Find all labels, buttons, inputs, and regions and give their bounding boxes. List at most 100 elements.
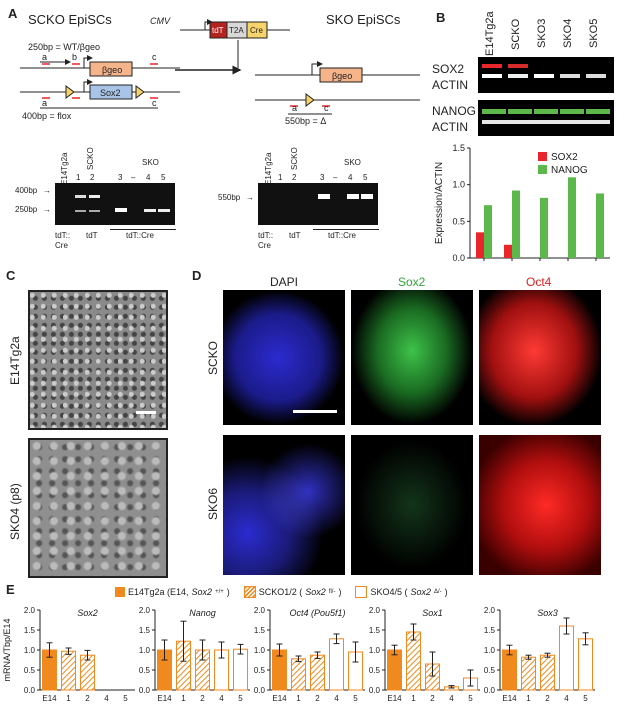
actin-band [586, 74, 606, 78]
row-scko: SCKO [206, 340, 220, 375]
delta-size-label: 550bp = Δ [285, 116, 327, 126]
y-tick-label: 0.0 [484, 686, 496, 695]
gel2-num-2: 2 [292, 173, 297, 182]
actin-band [560, 74, 580, 78]
y-tick-label: 2.0 [484, 606, 496, 615]
y-tick-label: 1.0 [24, 646, 36, 655]
actin-band [534, 74, 554, 78]
legend-scko-geno: fl/- [328, 589, 336, 595]
primer-b-label: b [72, 52, 78, 62]
sko4-phase-contrast-image [28, 438, 168, 578]
y-tick-label: 2.0 [254, 606, 266, 615]
micrograph-label-e14: E14Tg2a [8, 336, 22, 385]
chart-title: Sox3 [537, 608, 558, 618]
tdt-label: tdT [212, 26, 224, 35]
bar-nanog [512, 190, 520, 258]
gel1-size-400: 400bp [15, 186, 38, 195]
bgeo-promoter-arrow [83, 55, 93, 68]
y-tick-label: 0.5 [452, 216, 465, 226]
nanog-band [534, 109, 558, 114]
gel-1 [55, 183, 175, 225]
x-tick-label: 4 [219, 694, 224, 703]
gel2-sko-bracket [313, 229, 379, 230]
blot-lane-e14: E14Tg2a [484, 11, 496, 56]
sko6-dapi-image [223, 435, 345, 575]
primer-a-label: a [42, 52, 48, 62]
y-tick-label: 0.0 [369, 686, 381, 695]
y-axis-label: Expression/ACTIN [434, 162, 445, 244]
x-tick-label: 5 [583, 694, 588, 703]
bar [329, 638, 344, 691]
bar [578, 638, 593, 691]
scko-title: SCKO EpiSCs [28, 12, 112, 27]
bgeo-right-promoter-arrow [311, 61, 323, 75]
y-tick-label: 1.5 [24, 626, 36, 635]
gel2-lane-sko: SKO [344, 158, 361, 167]
gel1-cre-label-2: Cre [55, 241, 68, 250]
x-tick-label: 2 [85, 694, 90, 703]
panel-d-label: D [192, 268, 202, 283]
y-tick-label: 1.5 [452, 143, 465, 153]
y-tick-label: 0.5 [254, 666, 266, 675]
y-tick-label: 0.0 [452, 253, 465, 263]
x-tick-label: 2 [200, 694, 205, 703]
nanog-western-blot [478, 100, 614, 136]
sko6-sox2-image [351, 435, 473, 575]
legend-swatch-nanog [538, 165, 547, 174]
gel2-cre-label-2: Cre [258, 241, 271, 250]
bar [521, 656, 536, 691]
bar [233, 648, 248, 691]
x-tick-label: E14 [387, 694, 402, 703]
gel2-cre-label-1: tdT:: [258, 231, 274, 240]
legend-sko-geno: Δ/- [433, 589, 442, 595]
bar-sox2 [504, 244, 512, 258]
gel1-band [89, 195, 100, 198]
y-tick-label: 1.0 [369, 646, 381, 655]
x-tick-label: E14 [272, 694, 287, 703]
x-tick-label: 2 [315, 694, 320, 703]
bar [406, 631, 421, 691]
gel2-tdt-label: tdT [289, 231, 301, 240]
bar [540, 654, 555, 691]
gel1-num-2: 2 [90, 173, 95, 182]
legend-swatch-sox2 [538, 152, 547, 161]
actin-band [482, 74, 502, 78]
legend-scko-close: ) [338, 587, 342, 597]
sox2-promoter-arrow [83, 79, 93, 92]
cmv-promoter-arrow [204, 19, 213, 30]
gel1-num-1: 1 [76, 173, 81, 182]
legend-scko-gene: Sox2 [305, 587, 326, 597]
micrograph-label-sko4: SKO4 (p8) [8, 483, 22, 540]
gel1-num-3: 3 [118, 173, 123, 182]
cre-box [246, 21, 268, 39]
y-tick-label: 1.0 [254, 646, 266, 655]
gel1-arrow-400: → [43, 186, 51, 195]
wt-size-label: 250bp = WT/βgeo [28, 42, 100, 52]
bar [502, 649, 517, 691]
sko6-oct4-image [479, 435, 601, 575]
chart-title: Oct4 (Pou5f1) [289, 608, 345, 618]
gel1-band [115, 208, 127, 212]
gel2-num-dash: – [333, 173, 338, 182]
y-tick-label: 0.5 [369, 666, 381, 675]
y-tick-label: 1.5 [139, 626, 151, 635]
y-tick-label: 0.0 [24, 686, 36, 695]
primer-a-label-2: a [42, 98, 48, 108]
legend-e14-geno: +/+ [215, 589, 224, 595]
gel-2 [258, 183, 378, 225]
gel2-size-550: 550bp [218, 193, 241, 202]
loxp-remaining-icon [305, 93, 315, 107]
scko-oct4-image [479, 290, 601, 425]
bar-nanog [568, 177, 576, 258]
chart-title: Nanog [189, 608, 216, 618]
legend-item-e14: E14Tg2a (E14, Sox2 +/+) [115, 587, 230, 597]
y-tick-label: 1.5 [484, 626, 496, 635]
gel1-arrow-250: → [43, 205, 51, 214]
gel2-tdtcre-label: tdT::Cre [328, 231, 357, 240]
gel2-num-1: 1 [278, 173, 283, 182]
sox2-box [89, 84, 133, 100]
scale-bar [136, 411, 156, 414]
x-tick-label: 1 [66, 694, 71, 703]
primer-a-label-3: a [292, 103, 298, 113]
x-tick-label: 2 [545, 694, 550, 703]
